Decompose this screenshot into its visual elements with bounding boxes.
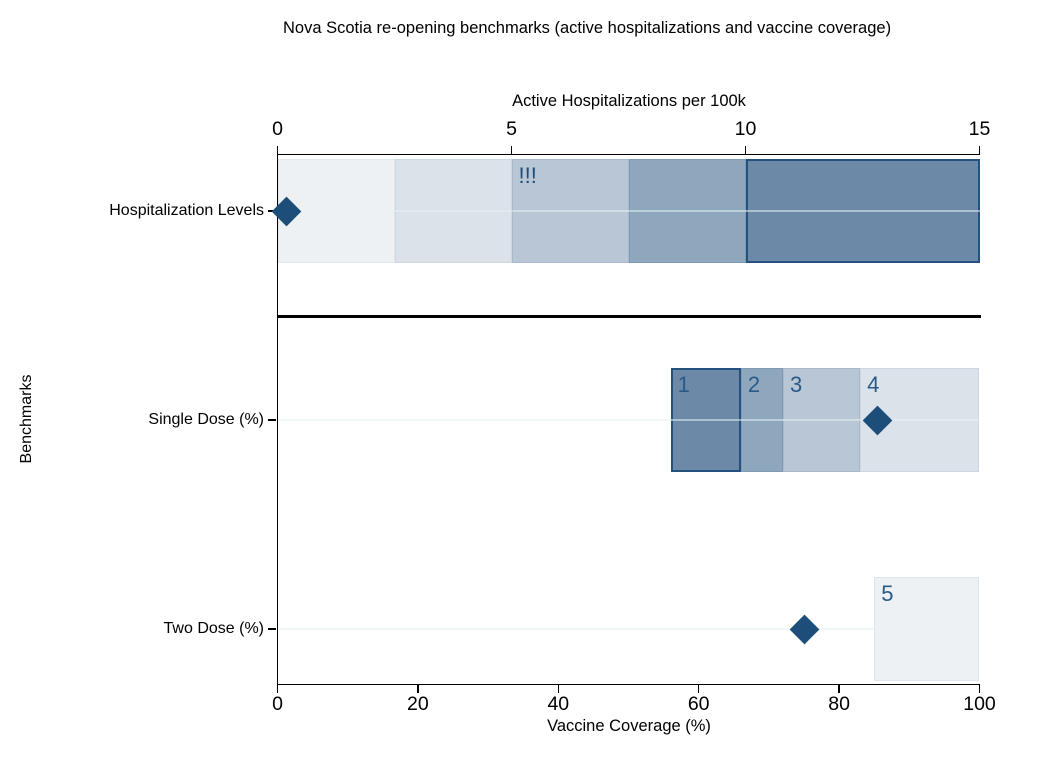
category-tick: [268, 419, 276, 421]
bottom-axis-title: Vaccine Coverage (%): [547, 717, 711, 735]
phase-number-label: 3: [789, 372, 803, 397]
phase-number-label: 1: [677, 372, 690, 397]
phase-number-label: 4: [867, 372, 880, 397]
bottom-axis-tick: [557, 685, 560, 693]
bottom-axis-line: [276, 683, 981, 685]
phase-number-label: 5: [881, 581, 894, 606]
category-label: Hospitalization Levels: [109, 202, 264, 219]
top-axis-tick-label: 0: [272, 118, 283, 140]
category-tick: [268, 210, 276, 212]
top-axis-tick: [744, 145, 747, 154]
warning-label: !!!: [518, 163, 537, 188]
category-tick: [268, 628, 276, 630]
top-axis-tick-label: 10: [734, 118, 757, 140]
top-axis-tick-label: 5: [506, 118, 517, 140]
top-axis-tick: [978, 145, 981, 154]
top-axis-tick-label: 15: [968, 118, 991, 140]
chart-title: Nova Scotia re-opening benchmarks (activ…: [283, 19, 892, 37]
bottom-axis-tick: [697, 685, 700, 693]
category-gridline: [277, 419, 980, 421]
bottom-axis-tick-label: 100: [963, 692, 996, 715]
category-label: Two Dose (%): [163, 620, 264, 637]
top-axis-tick: [510, 145, 513, 154]
bottom-axis-tick: [838, 685, 840, 693]
bottom-axis-tick: [978, 685, 981, 693]
top-axis-line: [276, 153, 981, 155]
category-gridline: [277, 210, 980, 212]
category-gridline: [277, 628, 980, 630]
category-label: Single Dose (%): [148, 411, 264, 428]
bottom-axis-tick-label: 20: [407, 692, 429, 715]
bottom-axis-tick-label: 60: [687, 692, 710, 715]
top-axis-title: Active Hospitalizations per 100k: [512, 92, 746, 110]
top-axis-tick: [276, 145, 279, 154]
phase-number-label: 2: [747, 372, 761, 397]
bottom-axis-tick: [276, 685, 279, 693]
bottom-axis-tick: [417, 685, 419, 693]
section-separator-line: [277, 315, 981, 318]
bottom-axis-tick-label: 0: [272, 692, 283, 715]
bottom-axis-tick-label: 80: [828, 692, 850, 715]
current-value-marker: [789, 614, 819, 644]
bottom-axis-tick-label: 40: [547, 692, 570, 715]
